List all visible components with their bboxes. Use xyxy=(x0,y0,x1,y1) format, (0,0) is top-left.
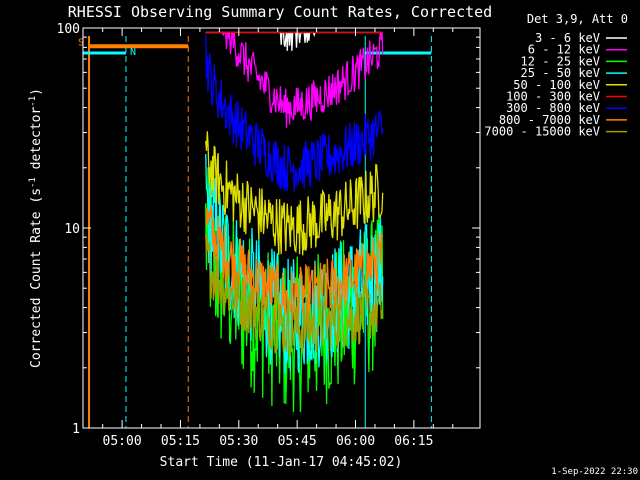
legend-label: 100 - 300 keV xyxy=(506,90,600,104)
y-axis: 1 10 100 xyxy=(57,22,480,437)
y-axis-label-main: Corrected Count Rate (s xyxy=(29,188,44,368)
x-tick-label: 05:30 xyxy=(219,434,258,449)
legend-label: 50 - 100 keV xyxy=(513,78,600,92)
y-axis-label: Corrected Count Rate (s-1 detector-1) xyxy=(28,88,44,368)
x-tick-label: 05:15 xyxy=(161,434,200,449)
x-axis: 05:00 05:15 05:30 05:45 06:00 06:15 xyxy=(102,28,454,449)
series-6-12kev xyxy=(205,31,384,128)
night-label: N xyxy=(130,47,136,58)
y-axis-label-sup2: -1 xyxy=(28,96,38,107)
plot-area: SN xyxy=(78,31,432,428)
legend-label: 300 - 800 keV xyxy=(506,101,600,115)
x-axis-label: Start Time (11-Jan-17 04:45:02) xyxy=(160,455,403,470)
y-axis-label-end: ) xyxy=(29,88,44,96)
y-tick-label: 100 xyxy=(57,22,80,37)
y-tick-label: 10 xyxy=(64,222,80,237)
saa-label: S xyxy=(78,37,84,48)
legend-label: 25 - 50 keV xyxy=(521,66,600,80)
y-axis-label-sup1: -1 xyxy=(28,177,38,188)
series-7000-15000kev xyxy=(205,234,384,357)
y-axis-label-mid: detector xyxy=(29,107,44,178)
x-tick-label: 06:15 xyxy=(394,434,433,449)
series-300-800kev xyxy=(205,34,384,192)
x-tick-label: 05:00 xyxy=(103,434,142,449)
x-tick-label: 05:45 xyxy=(278,434,317,449)
legend-label: 3 - 6 keV xyxy=(535,31,600,45)
timestamp: 1-Sep-2022 22:30 xyxy=(551,467,638,477)
legend-label: 7000 - 15000 keV xyxy=(484,125,600,139)
series-800-7000kev xyxy=(205,205,384,326)
x-tick-label: 06:00 xyxy=(336,434,375,449)
legend-label: 6 - 12 keV xyxy=(528,43,600,57)
series-50-100kev xyxy=(205,131,384,256)
legend-label: 800 - 7000 keV xyxy=(499,113,600,127)
legend-label: 12 - 25 keV xyxy=(521,54,600,68)
chart-title: RHESSI Observing Summary Count Rates, Co… xyxy=(68,3,492,21)
y-tick-label: 1 xyxy=(72,422,80,437)
legend-header: Det 3,9, Att 0 xyxy=(527,12,628,26)
